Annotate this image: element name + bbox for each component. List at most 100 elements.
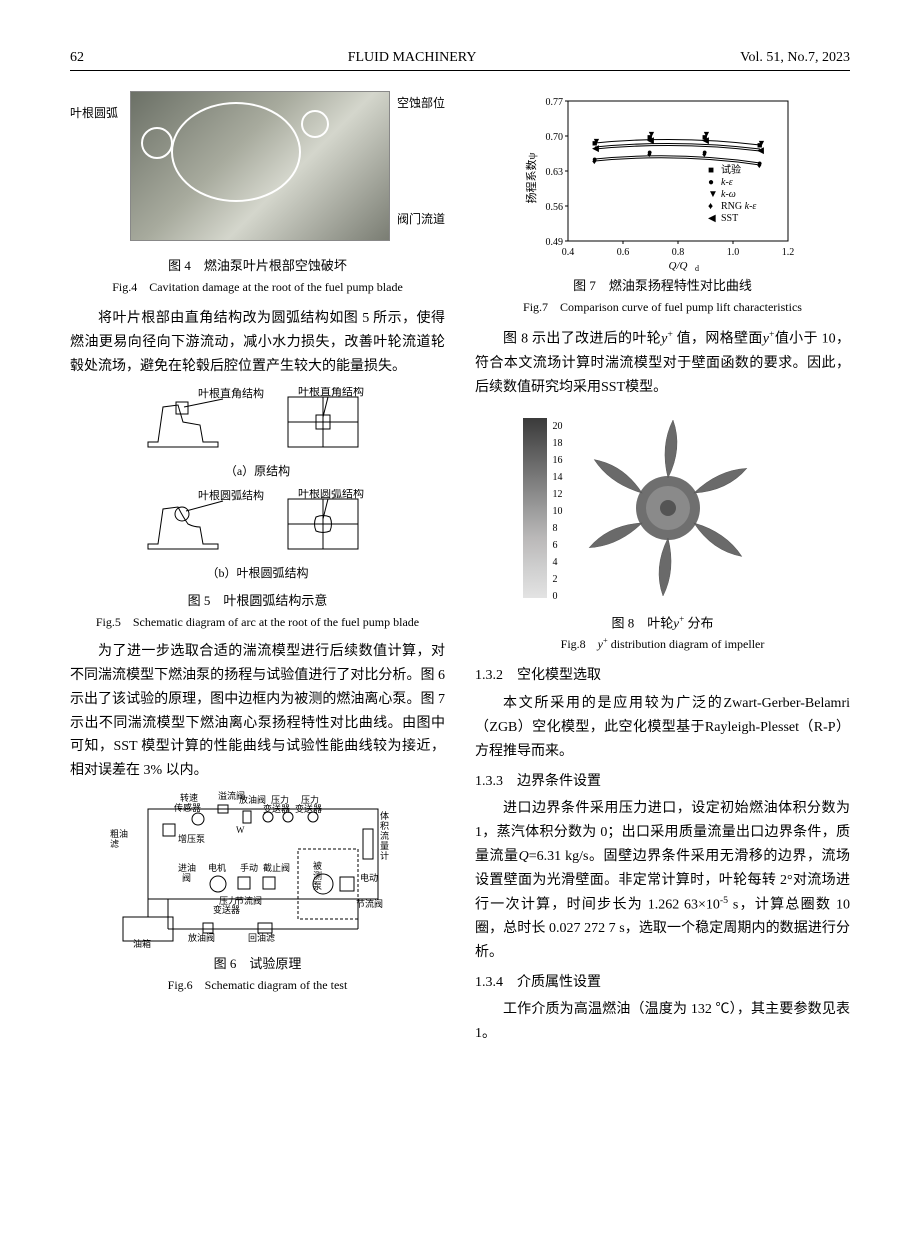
- fig6-l2: 转速: [180, 792, 198, 803]
- content-columns: 叶根圆弧 空蚀部位 阀门流道 图 4 燃油泵叶片根部空蚀破坏 Fig.4 Cav…: [70, 91, 850, 1046]
- fig6-l16: 放油阀: [188, 932, 215, 943]
- fig6-l1: 粗油: [110, 828, 128, 839]
- svg-text:1.0: 1.0: [726, 247, 739, 258]
- svg-text:测: 测: [313, 871, 322, 881]
- fig7-caption-en: Fig.7 Comparison curve of fuel pump lift…: [475, 297, 850, 317]
- fig4-caption-en: Fig.4 Cavitation damage at the root of t…: [70, 277, 445, 297]
- fig6-l13: 截止阀: [263, 862, 290, 873]
- svg-text:♦: ♦: [592, 156, 597, 166]
- fig6-l19: W: [236, 825, 245, 835]
- paragraph-3: 图 8 示出了改进后的叶轮y+ 值，网格壁面y+值小于 10，符合本文流场计算时…: [475, 327, 850, 399]
- paragraph-6: 工作介质为高温燃油（温度为 132 ℃），其主要参数见表 1。: [475, 998, 850, 1046]
- svg-text:■: ■: [708, 165, 714, 176]
- svg-text:扬程系数ψ: 扬程系数ψ: [524, 152, 538, 203]
- svg-text:节流阀: 节流阀: [235, 895, 262, 906]
- paragraph-2: 为了进一步选取合适的湍流模型进行后续数值计算，对不同湍流模型下燃油泵的扬程与试验…: [70, 640, 445, 783]
- fig5-b-label1: 叶根圆弧结构: [198, 489, 264, 502]
- svg-text:0.6: 0.6: [616, 247, 629, 258]
- fig4-photo: [130, 91, 390, 241]
- svg-text:0.56: 0.56: [545, 202, 563, 213]
- svg-text:Q/Q: Q/Q: [668, 260, 687, 271]
- fig8-caption-en: Fig.8 y+ distribution diagram of impelle…: [475, 634, 850, 654]
- svg-text:1.2: 1.2: [781, 247, 794, 258]
- cb-8: 8: [553, 520, 563, 537]
- fig8-cn-a: 图 8 叶轮: [612, 615, 674, 630]
- fig8-container: 20 18 16 14 12 10 8 6 4 2 0: [523, 408, 803, 608]
- svg-text:0.70: 0.70: [545, 132, 563, 143]
- fig6-schematic: 粗油 滤 转速 传感器 增压泵 溢流阀 放油阀 W 压力 变送器 压力 变送器 …: [108, 789, 408, 949]
- fig8-caption-cn: 图 8 叶轮y+ 分布: [475, 612, 850, 634]
- fig5-sub-b: （b）叶根圆弧结构: [70, 563, 445, 583]
- page-header: 62 FLUID MACHINERY Vol. 51, No.7, 2023: [70, 50, 850, 71]
- fig8-en-a: Fig.8: [561, 637, 598, 651]
- svg-text:计: 计: [380, 850, 389, 861]
- fig6-l17: 回油滤: [248, 932, 275, 943]
- fig7-svg: 0.77 0.70 0.63 0.56 0.49 0.4 0.6 0.8 1.0…: [523, 91, 803, 271]
- svg-text:◀: ◀: [702, 135, 709, 145]
- cb-0: 0: [553, 588, 563, 605]
- svg-text:k-ε: k-ε: [721, 177, 733, 188]
- svg-text:0.49: 0.49: [545, 237, 563, 248]
- svg-text:0.8: 0.8: [671, 247, 684, 258]
- fig8-cn-c: 分布: [684, 615, 713, 630]
- svg-text:●: ●: [708, 177, 714, 188]
- cb-10: 10: [553, 503, 563, 520]
- fig6-l8: 体: [380, 810, 389, 821]
- fig4-anno-leaf-arc: 叶根圆弧: [70, 103, 118, 123]
- cb-16: 16: [553, 452, 563, 469]
- fig6-l12: 手动: [240, 862, 258, 873]
- fig6-l14: 被: [313, 860, 322, 871]
- svg-text:量: 量: [380, 841, 389, 851]
- paragraph-1: 将叶片根部由直角结构改为圆弧结构如图 5 所示，使得燃油更易向径向下游流动，减小…: [70, 307, 445, 378]
- svg-text:变送器: 变送器: [295, 803, 322, 814]
- fig5-b-container: 叶根圆弧结构 叶根圆弧结构: [70, 489, 445, 559]
- svg-text:流: 流: [380, 830, 389, 841]
- svg-text:◀: ◀: [757, 145, 764, 155]
- fig6-l15: 电动: [360, 872, 378, 883]
- fig4-anno-valve: 阀门流道: [397, 209, 445, 229]
- svg-text:试验: 试验: [721, 163, 741, 176]
- left-column: 叶根圆弧 空蚀部位 阀门流道 图 4 燃油泵叶片根部空蚀破坏 Fig.4 Cav…: [70, 91, 445, 1046]
- fig6-caption-en: Fig.6 Schematic diagram of the test: [70, 975, 445, 995]
- p3-a: 图 8 示出了改进后的叶轮: [503, 332, 661, 347]
- svg-text:积: 积: [380, 820, 389, 831]
- cb-18: 18: [553, 435, 563, 452]
- svg-text:0.4: 0.4: [561, 247, 574, 258]
- svg-text:♦: ♦: [708, 201, 713, 212]
- svg-text:▼: ▼: [708, 189, 718, 200]
- svg-text:d: d: [695, 264, 699, 271]
- fig4-caption-cn: 图 4 燃油泵叶片根部空蚀破坏: [70, 255, 445, 277]
- fig8-en-c: distribution diagram of impeller: [608, 637, 765, 651]
- svg-text:◀: ◀: [708, 213, 716, 224]
- page-number: 62: [70, 50, 84, 66]
- svg-text:节流阀: 节流阀: [356, 898, 383, 909]
- fig6-l10: 电机: [208, 862, 226, 873]
- fig8-colorbar-labels: 20 18 16 14 12 10 8 6 4 2 0: [553, 418, 563, 598]
- fig6-l5: 放油阀: [239, 794, 266, 805]
- fig5-caption-en: Fig.5 Schematic diagram of arc at the ro…: [70, 612, 445, 632]
- section-132: 1.3.2 空化模型选取: [475, 664, 850, 688]
- svg-text:滤: 滤: [110, 838, 119, 849]
- fig7-chart: 0.77 0.70 0.63 0.56 0.49 0.4 0.6 0.8 1.0…: [523, 91, 803, 271]
- fig5-a-label2: 叶根直角结构: [298, 387, 364, 398]
- section-133: 1.3.3 边界条件设置: [475, 770, 850, 794]
- journal-title: FLUID MACHINERY: [348, 50, 477, 66]
- fig4-anno-cavitation: 空蚀部位: [397, 93, 445, 113]
- svg-text:传感器: 传感器: [174, 802, 201, 813]
- fig7-caption-cn: 图 7 燃油泵扬程特性对比曲线: [475, 275, 850, 297]
- fig6-caption-cn: 图 6 试验原理: [70, 953, 445, 975]
- paragraph-4: 本文所采用的是应用较为广泛的Zwart-Gerber-Belamri（ZGB）空…: [475, 692, 850, 763]
- cb-14: 14: [553, 469, 563, 486]
- fig8-impeller-svg: [573, 413, 763, 603]
- svg-text:♦: ♦: [647, 149, 652, 159]
- fig5-a-label1: 叶根直角结构: [198, 387, 264, 400]
- fig5-b-label2: 叶根圆弧结构: [298, 489, 364, 500]
- p5-q: Q: [519, 849, 529, 864]
- paragraph-5: 进口边界条件采用压力进口，设定初始燃油体积分数为 1，蒸汽体积分数为 0；出口采…: [475, 797, 850, 964]
- fig5-b-svg: 叶根圆弧结构 叶根圆弧结构: [128, 489, 388, 559]
- right-column: 0.77 0.70 0.63 0.56 0.49 0.4 0.6 0.8 1.0…: [475, 91, 850, 1046]
- cb-12: 12: [553, 486, 563, 503]
- svg-text:◀: ◀: [647, 135, 654, 145]
- fig8-colorbar: [523, 418, 547, 598]
- issue-info: Vol. 51, No.7, 2023: [740, 50, 850, 66]
